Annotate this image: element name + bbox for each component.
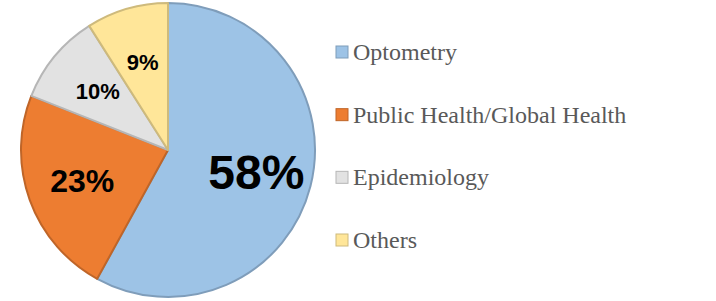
data-label: 58% xyxy=(208,146,304,199)
legend-swatch xyxy=(336,171,348,183)
data-labels: 58% 23% 10% 9% xyxy=(50,50,304,199)
data-label: 10% xyxy=(76,79,120,104)
legend-item: Optometry xyxy=(336,39,457,65)
legend-swatch xyxy=(336,109,348,121)
legend-label: Others xyxy=(353,227,417,253)
data-label: 23% xyxy=(50,163,114,199)
chart: 58% 23% 10% 9% Optometry Public Health/Global… xyxy=(0,0,716,301)
legend: Optometry Public Health/Global Health Epid… xyxy=(336,39,626,253)
legend-label: Public Health/Global Health xyxy=(353,102,626,128)
pie-slice xyxy=(89,3,168,150)
legend-swatch xyxy=(336,234,348,246)
legend-label: Optometry xyxy=(353,39,457,65)
legend-item: Public Health/Global Health xyxy=(336,102,626,128)
legend-item: Others xyxy=(336,227,417,253)
data-label: 9% xyxy=(127,50,159,75)
pie xyxy=(21,3,315,297)
legend-swatch xyxy=(336,46,348,58)
legend-label: Epidemiology xyxy=(353,164,489,190)
legend-item: Epidemiology xyxy=(336,164,489,190)
